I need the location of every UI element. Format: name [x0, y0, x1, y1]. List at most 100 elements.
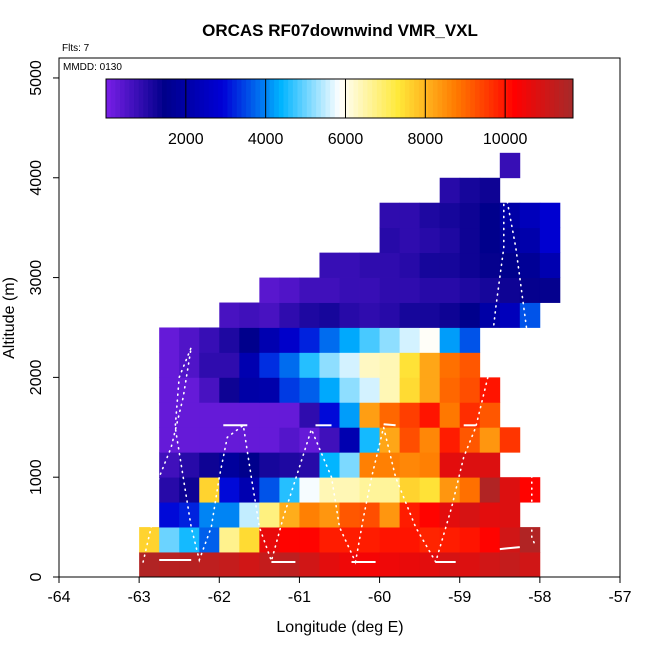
heatmap-cell [299, 277, 320, 303]
colorbar-swatch [488, 79, 495, 118]
heatmap-cell [419, 502, 441, 528]
colorbar-swatch [535, 79, 541, 118]
colorbar-swatch [428, 79, 434, 118]
heatmap-cell [179, 527, 200, 553]
colorbar-swatch [278, 79, 284, 118]
heatmap-cell [259, 427, 280, 453]
plot-frame [58, 57, 621, 578]
flight-track-dotted [142, 182, 537, 565]
colorbar-frame [105, 78, 574, 119]
heatmap-cell [159, 402, 180, 428]
colorbar-swatch [138, 79, 144, 118]
colorbar-swatch [330, 79, 336, 118]
heatmap-cell [499, 502, 521, 528]
heatmap-cell [259, 477, 280, 503]
heatmap-cell [279, 452, 300, 478]
heatmap-cell [419, 227, 441, 254]
heatmap-cell [459, 527, 481, 553]
colorbar-swatch [232, 79, 238, 118]
colorbar-swatch [353, 79, 359, 118]
colorbar-swatch [162, 79, 168, 118]
heatmap-cell [199, 402, 220, 428]
colorbar-swatch [442, 79, 448, 118]
x-tick-label: -57 [608, 589, 631, 606]
heatmap-cell [399, 527, 421, 553]
heatmap-cell [539, 252, 561, 278]
heatmap-cell [259, 452, 280, 478]
heatmap-cell [379, 452, 401, 478]
heatmap-cell [459, 552, 481, 577]
heatmap-cell [219, 502, 240, 528]
heatmap-cell [299, 527, 320, 553]
heatmap-cell [179, 377, 200, 403]
heatmap-cell [279, 277, 300, 303]
heatmap-cell [459, 427, 481, 453]
colorbar-swatch [194, 79, 200, 118]
colorbar-swatch [185, 79, 191, 118]
colorbar-swatch [362, 79, 369, 118]
heatmap-cell [439, 352, 461, 378]
heatmap-cell [379, 402, 401, 428]
heatmap-cell [159, 327, 180, 353]
heatmap-cell [519, 252, 541, 278]
heatmap-cell [279, 527, 300, 553]
colorbar-swatch [269, 79, 275, 118]
heatmap-cell [359, 452, 380, 478]
colorbar-swatch [414, 79, 420, 118]
colorbar-swatch [390, 79, 397, 118]
colorbar-swatch [236, 79, 242, 118]
heatmap-cell [299, 377, 320, 403]
heatmap-cell [379, 527, 401, 553]
heatmap-cell [199, 527, 220, 553]
colorbar-swatch [549, 79, 555, 118]
colorbar-swatch [222, 79, 228, 118]
heatmap-cell [319, 552, 340, 577]
heatmap-cell [419, 427, 441, 453]
colorbar-swatch [540, 79, 546, 118]
x-tick-label: -59 [448, 589, 471, 606]
heatmap-cell [339, 552, 360, 577]
heatmap-cell [279, 502, 300, 528]
heatmap-cell [399, 477, 421, 503]
heatmap-cell [339, 402, 360, 428]
heatmap-cell [379, 227, 401, 254]
heatmap-cell [419, 277, 441, 303]
colorbar-swatch [456, 79, 462, 118]
colorbar-swatch [465, 79, 471, 118]
heatmap-cell [399, 377, 421, 403]
heatmap-cell [199, 377, 220, 403]
heatmap-cell [239, 327, 260, 353]
flights-note: Flts: 7 [62, 43, 90, 54]
heatmap-cell [139, 527, 160, 553]
heatmap-cell [219, 477, 240, 503]
heatmap-cell [399, 252, 421, 278]
heatmap-cell [399, 327, 421, 353]
heatmap-cell [259, 277, 280, 303]
colorbar-swatch [157, 79, 163, 118]
heatmap-cell [399, 452, 421, 478]
colorbar-swatch [367, 79, 373, 118]
colorbar-swatch [241, 79, 247, 118]
colorbar-swatch [316, 79, 322, 118]
heatmap-cell [419, 302, 441, 328]
heatmap-cell [319, 252, 340, 278]
heatmap-cell [279, 352, 300, 378]
heatmap-cell [359, 302, 380, 328]
heatmap-cell [299, 352, 320, 378]
heatmap-cell [459, 452, 481, 478]
heatmap-cell [339, 252, 360, 278]
heatmap-cell [439, 452, 461, 478]
heatmap-cell [359, 502, 380, 528]
heatmap-cell [439, 377, 461, 403]
heatmap-cell [479, 227, 501, 254]
colorbar-swatch [516, 79, 523, 118]
heatmap-cell [299, 552, 320, 577]
heatmap-cell [459, 377, 481, 403]
flight-track [142, 182, 537, 565]
heatmap-cell [339, 302, 360, 328]
heatmap-cell [399, 402, 421, 428]
heatmap-cell [279, 552, 300, 577]
heatmap-cell [359, 377, 380, 403]
colorbar-swatch [152, 79, 158, 118]
heatmap-cell [499, 302, 521, 328]
